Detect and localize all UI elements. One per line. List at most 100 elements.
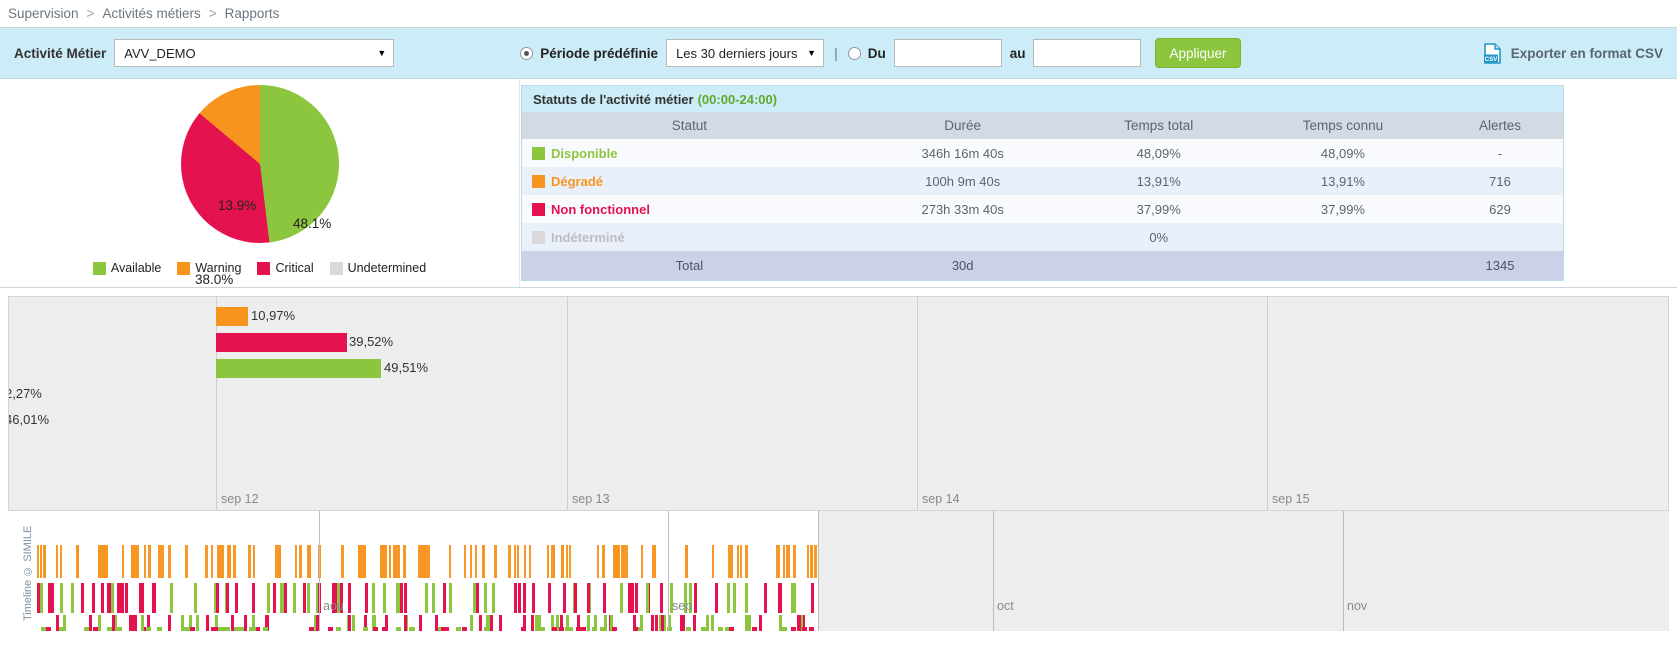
timeline-event-tick (610, 615, 614, 631)
timeline-event-tick (77, 545, 80, 578)
timeline-event-tick (169, 583, 173, 613)
timeline-overview[interactable]: Timeline © SIMILE aou sep oct nov (8, 511, 1669, 631)
th-temps-connu: Temps connu (1248, 112, 1438, 139)
radio-custom-range[interactable] (847, 46, 861, 60)
table-total-row: Total 30d 1345 (522, 251, 1563, 280)
timeline-event-tick (565, 627, 571, 631)
timeline-event-tick (730, 545, 733, 578)
total-duree: 30d (856, 251, 1069, 280)
timeline-event-tick (362, 545, 366, 578)
breadcrumb-item-supervision[interactable]: Supervision (8, 6, 79, 21)
timeline-event-tick (188, 615, 192, 631)
timeline-event-tick (315, 615, 319, 631)
axis-tick-sep-14: sep 14 (922, 492, 960, 506)
timeline-event-tick (456, 627, 462, 631)
timeline-event-tick (705, 615, 709, 631)
timeline-event-tick (316, 583, 320, 613)
timeline-event-tick (114, 615, 118, 631)
timeline-event-tick (620, 583, 623, 613)
timeline-event-tick (614, 545, 617, 578)
timeline-event-tick (37, 545, 40, 578)
timeline-event-tick (560, 545, 564, 578)
timeline-event-tick (37, 583, 40, 613)
cell-status: Disponible (522, 139, 857, 167)
date-from-input[interactable] (893, 39, 1002, 67)
timeline-event-tick (426, 545, 430, 578)
timeline-event-tick (217, 627, 223, 631)
status-label: Disponible (551, 145, 618, 161)
cell-temps-connu: 37,99% (1320, 201, 1365, 217)
timeline-event-tick (685, 627, 691, 631)
status-table-panel: Statuts de l'activité métier (00:00-24:0… (520, 79, 1677, 287)
timeline-event-tick (134, 615, 138, 631)
timeline-event-tick (806, 545, 809, 578)
timeline-event-tick (396, 583, 400, 613)
cell-duree (857, 223, 1069, 251)
cell-temps-total: 0% (1149, 229, 1169, 245)
separator-pipe: | (834, 45, 838, 61)
timeline-event-tick (364, 583, 368, 613)
timeline-event-tick (633, 615, 637, 631)
table-row: Non fonctionnel 273h 33m 40s 37,99% 37,99% 6… (522, 195, 1563, 223)
pie-wrap (0, 85, 519, 243)
timeline-event-tick (438, 627, 443, 631)
timeline-event-tick (214, 583, 217, 613)
breadcrumb-item-activites-metiers[interactable]: Activités métiers (102, 6, 201, 21)
axis-tick-sep-12: sep 12 (221, 492, 259, 506)
timeline-event-tick (421, 545, 425, 578)
timeline-event-tick (130, 615, 134, 631)
breadcrumb-item-rapports[interactable]: Rapports (224, 6, 280, 21)
timeline-event-tick (211, 545, 214, 578)
timeline-event-tick (43, 545, 46, 578)
timeline-event-tick (555, 615, 559, 631)
activity-select[interactable]: AVV_DEMO ▼ (114, 39, 395, 67)
timeline-event-tick (473, 583, 477, 613)
timeline-event-tick (395, 545, 398, 578)
timeline-event-tick (302, 583, 306, 613)
table-header-row: Statut Durée Temps total Temps connu Ale… (522, 112, 1563, 139)
timeline-event-tick (441, 627, 447, 631)
export-csv-button[interactable]: CSV Exporter en format CSV (1483, 42, 1663, 64)
timeline-event-tick (470, 545, 473, 578)
timeline-event-tick (92, 583, 96, 613)
timeline-event-tick (98, 615, 102, 631)
total-alertes: 1345 (1437, 251, 1563, 280)
radio-predefined-period[interactable] (520, 46, 534, 60)
timeline-event-tick (646, 583, 650, 613)
timeline-event-tick (710, 615, 714, 631)
timeline-event-tick (752, 627, 758, 631)
timeline-event-tick (225, 627, 230, 631)
period-select[interactable]: Les 30 derniers jours ▼ (666, 39, 825, 67)
timeline-event-tick (403, 545, 407, 578)
timeline-event-tick (364, 615, 368, 631)
timeline-event-tick (796, 615, 800, 631)
timeline-event-tick (558, 627, 564, 631)
table-body: Disponible 346h 16m 40s 48,09% 48,09% - Dégra… (522, 139, 1563, 251)
timeline-event-tick (39, 583, 43, 613)
period-controls: Période prédéfinie Les 30 derniers jours… (520, 38, 1241, 68)
timeline-event-tick (711, 545, 714, 578)
timeline-event-tick (99, 545, 102, 578)
apply-button[interactable]: Appliquer (1155, 38, 1241, 68)
timeline-event-tick (56, 615, 60, 631)
timeline-event-tick (138, 583, 142, 613)
timeline-event-tick (464, 545, 467, 578)
timeline-event-tick (347, 615, 351, 631)
timeline-event-tick (51, 583, 55, 613)
timeline-event-tick (389, 545, 391, 578)
cell-temps-total: 13,91% (1136, 173, 1181, 189)
date-to-input[interactable] (1033, 39, 1142, 67)
timeline-event-tick (576, 615, 580, 631)
export-csv-label: Exporter en format CSV (1510, 45, 1663, 61)
timeline-event-tick (398, 545, 401, 578)
timeline-event-tick (534, 615, 538, 631)
timeline-event-tick (143, 545, 146, 578)
timeline-event-tick (650, 615, 654, 631)
timeline-event-tick (482, 545, 485, 578)
timeline-event-tick (737, 545, 739, 578)
timeline-event-tick (306, 583, 310, 613)
timeline-event-tick (587, 615, 591, 631)
timeline-event-tick (523, 583, 527, 613)
timeline-event-tick (424, 545, 428, 578)
timeline-event-tick (693, 583, 697, 613)
